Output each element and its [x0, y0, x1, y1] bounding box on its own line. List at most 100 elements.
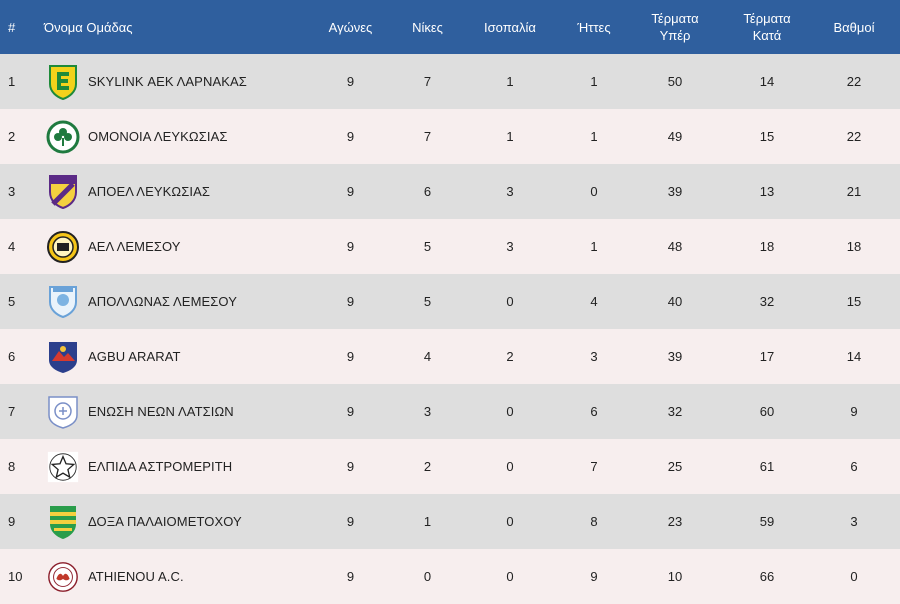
- elpida-star-crest-icon: [46, 448, 80, 486]
- table-row[interactable]: 7 ΕΝΩΣΗ ΝΕΩΝ ΛΑΤΣΙΩΝ 9 3 0 6 32 60 9: [0, 384, 900, 439]
- table-body: 1 SKYLINK ΑΕΚ ΛΑΡΝΑΚΑΣ 9 7 1 1 50 14 22 …: [0, 54, 900, 604]
- team-name-link[interactable]: ΕΛΠΙΔΑ ΑΣΤΡΟΜΕΡΙΤΗ: [88, 459, 233, 474]
- wins-cell: 4: [423, 349, 432, 364]
- goals-for-cell: 39: [667, 349, 683, 364]
- team-cell: ΕΝΩΣΗ ΝΕΩΝ ΛΑΤΣΙΩΝ: [40, 384, 302, 439]
- enosi-neon-latsion-crest-icon: [46, 393, 80, 431]
- losses-cell: 7: [590, 459, 598, 474]
- header-goals-against[interactable]: Τέρματα Κατά: [726, 0, 808, 54]
- points-cell: 21: [846, 184, 862, 199]
- team-name-link[interactable]: ATHIENOU A.C.: [88, 569, 184, 584]
- team-name-link[interactable]: ΑΠΟΛΛΩΝΑΣ ΛΕΜΕΣΟΥ: [88, 294, 237, 309]
- goals-for-cell: 25: [667, 459, 683, 474]
- position-cell: 7: [8, 404, 16, 419]
- wins-cell: 0: [423, 569, 432, 584]
- team-name-link[interactable]: ΑΠΟΕΛ ΛΕΥΚΩΣΙΑΣ: [88, 184, 210, 199]
- aek-larnaca-crest-icon: [46, 63, 80, 101]
- losses-cell: 1: [590, 74, 598, 89]
- draws-cell: 0: [506, 459, 514, 474]
- team-cell: AGBU ARARAT: [40, 329, 302, 384]
- played-cell: 9: [346, 74, 355, 89]
- doxa-crest-icon: [46, 503, 80, 541]
- position-cell: 10: [8, 569, 23, 584]
- position-cell: 4: [8, 239, 16, 254]
- position-cell: 8: [8, 459, 16, 474]
- losses-cell: 4: [590, 294, 598, 309]
- wins-cell: 2: [423, 459, 432, 474]
- header-goals-for[interactable]: Τέρματα Υπέρ: [624, 0, 726, 54]
- losses-cell: 0: [590, 184, 598, 199]
- team-name-link[interactable]: ΟΜΟΝΟΙΑ ΛΕΥΚΩΣΙΑΣ: [88, 129, 228, 144]
- goals-for-cell: 39: [667, 184, 683, 199]
- position-cell: 3: [8, 184, 16, 199]
- points-cell: 9: [850, 404, 858, 419]
- header-points[interactable]: Βαθμοί: [833, 19, 875, 35]
- draws-cell: 0: [506, 514, 514, 529]
- table-row[interactable]: 6 AGBU ARARAT 9 4 2 3 39 17 14: [0, 329, 900, 384]
- draws-cell: 1: [506, 74, 514, 89]
- played-cell: 9: [346, 404, 355, 419]
- team-name-link[interactable]: AGBU ARARAT: [88, 349, 181, 364]
- team-cell: ΕΛΠΙΔΑ ΑΣΤΡΟΜΕΡΙΤΗ: [40, 439, 302, 494]
- goals-against-cell: 32: [759, 294, 775, 309]
- team-name-link[interactable]: ΔΟΞΑ ΠΑΛΑΙΟΜΕΤΟΧΟΥ: [88, 514, 242, 529]
- goals-for-cell: 48: [667, 239, 683, 254]
- goals-against-cell: 13: [759, 184, 775, 199]
- draws-cell: 0: [506, 294, 514, 309]
- goals-against-cell: 18: [759, 239, 775, 254]
- table-row[interactable]: 2 ΟΜΟΝΟΙΑ ΛΕΥΚΩΣΙΑΣ 9 7 1 1 49 15 22: [0, 109, 900, 164]
- team-cell: ATHIENOU A.C.: [40, 549, 302, 604]
- header-played[interactable]: Αγώνες: [328, 19, 373, 35]
- team-cell: ΑΕΛ ΛΕΜΕΣΟΥ: [40, 219, 302, 274]
- goals-against-cell: 59: [759, 514, 775, 529]
- draws-cell: 2: [506, 349, 514, 364]
- table-row[interactable]: 8 ΕΛΠΙΔΑ ΑΣΤΡΟΜΕΡΙΤΗ 9 2 0 7 25 61 6: [0, 439, 900, 494]
- points-cell: 6: [850, 459, 858, 474]
- points-cell: 0: [850, 569, 858, 584]
- table-row[interactable]: 1 SKYLINK ΑΕΚ ΛΑΡΝΑΚΑΣ 9 7 1 1 50 14 22: [0, 54, 900, 109]
- table-row[interactable]: 4 ΑΕΛ ΛΕΜΕΣΟΥ 9 5 3 1 48 18 18: [0, 219, 900, 274]
- losses-cell: 9: [590, 569, 598, 584]
- table-row[interactable]: 10 ATHIENOU A.C. 9 0 0 9 10 66 0: [0, 549, 900, 604]
- table-row[interactable]: 9 ΔΟΞΑ ΠΑΛΑΙΟΜΕΤΟΧΟΥ 9 1 0 8 23 59 3: [0, 494, 900, 549]
- header-position[interactable]: #: [8, 19, 16, 35]
- table-row[interactable]: 5 ΑΠΟΛΛΩΝΑΣ ΛΕΜΕΣΟΥ 9 5 0 4 40 32 15: [0, 274, 900, 329]
- team-name-link[interactable]: ΑΕΛ ΛΕΜΕΣΟΥ: [88, 239, 181, 254]
- losses-cell: 1: [590, 239, 598, 254]
- wins-cell: 7: [423, 129, 432, 144]
- draws-cell: 3: [506, 239, 514, 254]
- team-name-link[interactable]: ΕΝΩΣΗ ΝΕΩΝ ΛΑΤΣΙΩΝ: [88, 404, 234, 419]
- wins-cell: 5: [423, 294, 432, 309]
- apollon-crest-icon: [46, 283, 80, 321]
- header-goals-against-line1: Τέρματα: [743, 11, 791, 26]
- table-row[interactable]: 3 ΑΠΟΕΛ ΛΕΥΚΩΣΙΑΣ 9 6 3 0 39 13 21: [0, 164, 900, 219]
- team-name-link[interactable]: SKYLINK ΑΕΚ ΛΑΡΝΑΚΑΣ: [88, 74, 247, 89]
- omonoia-clover-crest-icon: [46, 118, 80, 156]
- played-cell: 9: [346, 514, 355, 529]
- played-cell: 9: [346, 459, 355, 474]
- header-team-name[interactable]: Όνομα Ομάδας: [44, 19, 133, 35]
- header-wins[interactable]: Νίκες: [412, 19, 443, 35]
- team-cell: ΑΠΟΛΛΩΝΑΣ ΛΕΜΕΣΟΥ: [40, 274, 302, 329]
- header-losses[interactable]: Ήττες: [577, 19, 611, 35]
- header-goals-for-line1: Τέρματα: [651, 11, 699, 26]
- goals-for-cell: 23: [667, 514, 683, 529]
- points-cell: 14: [846, 349, 862, 364]
- draws-cell: 3: [506, 184, 514, 199]
- position-cell: 5: [8, 294, 16, 309]
- goals-for-cell: 50: [667, 74, 683, 89]
- table-header: # Όνομα Ομάδας Αγώνες Νίκες Ισοπαλία Ήττ…: [0, 0, 900, 54]
- goals-against-cell: 17: [759, 349, 775, 364]
- played-cell: 9: [346, 569, 355, 584]
- wins-cell: 7: [423, 74, 432, 89]
- header-draws[interactable]: Ισοπαλία: [484, 19, 536, 35]
- athienou-crest-icon: [46, 558, 80, 596]
- losses-cell: 8: [590, 514, 598, 529]
- draws-cell: 1: [506, 129, 514, 144]
- goals-for-cell: 32: [667, 404, 683, 419]
- points-cell: 22: [846, 129, 862, 144]
- draws-cell: 0: [506, 569, 514, 584]
- header-row: # Όνομα Ομάδας Αγώνες Νίκες Ισοπαλία Ήττ…: [0, 0, 900, 54]
- played-cell: 9: [346, 129, 355, 144]
- goals-against-cell: 14: [759, 74, 775, 89]
